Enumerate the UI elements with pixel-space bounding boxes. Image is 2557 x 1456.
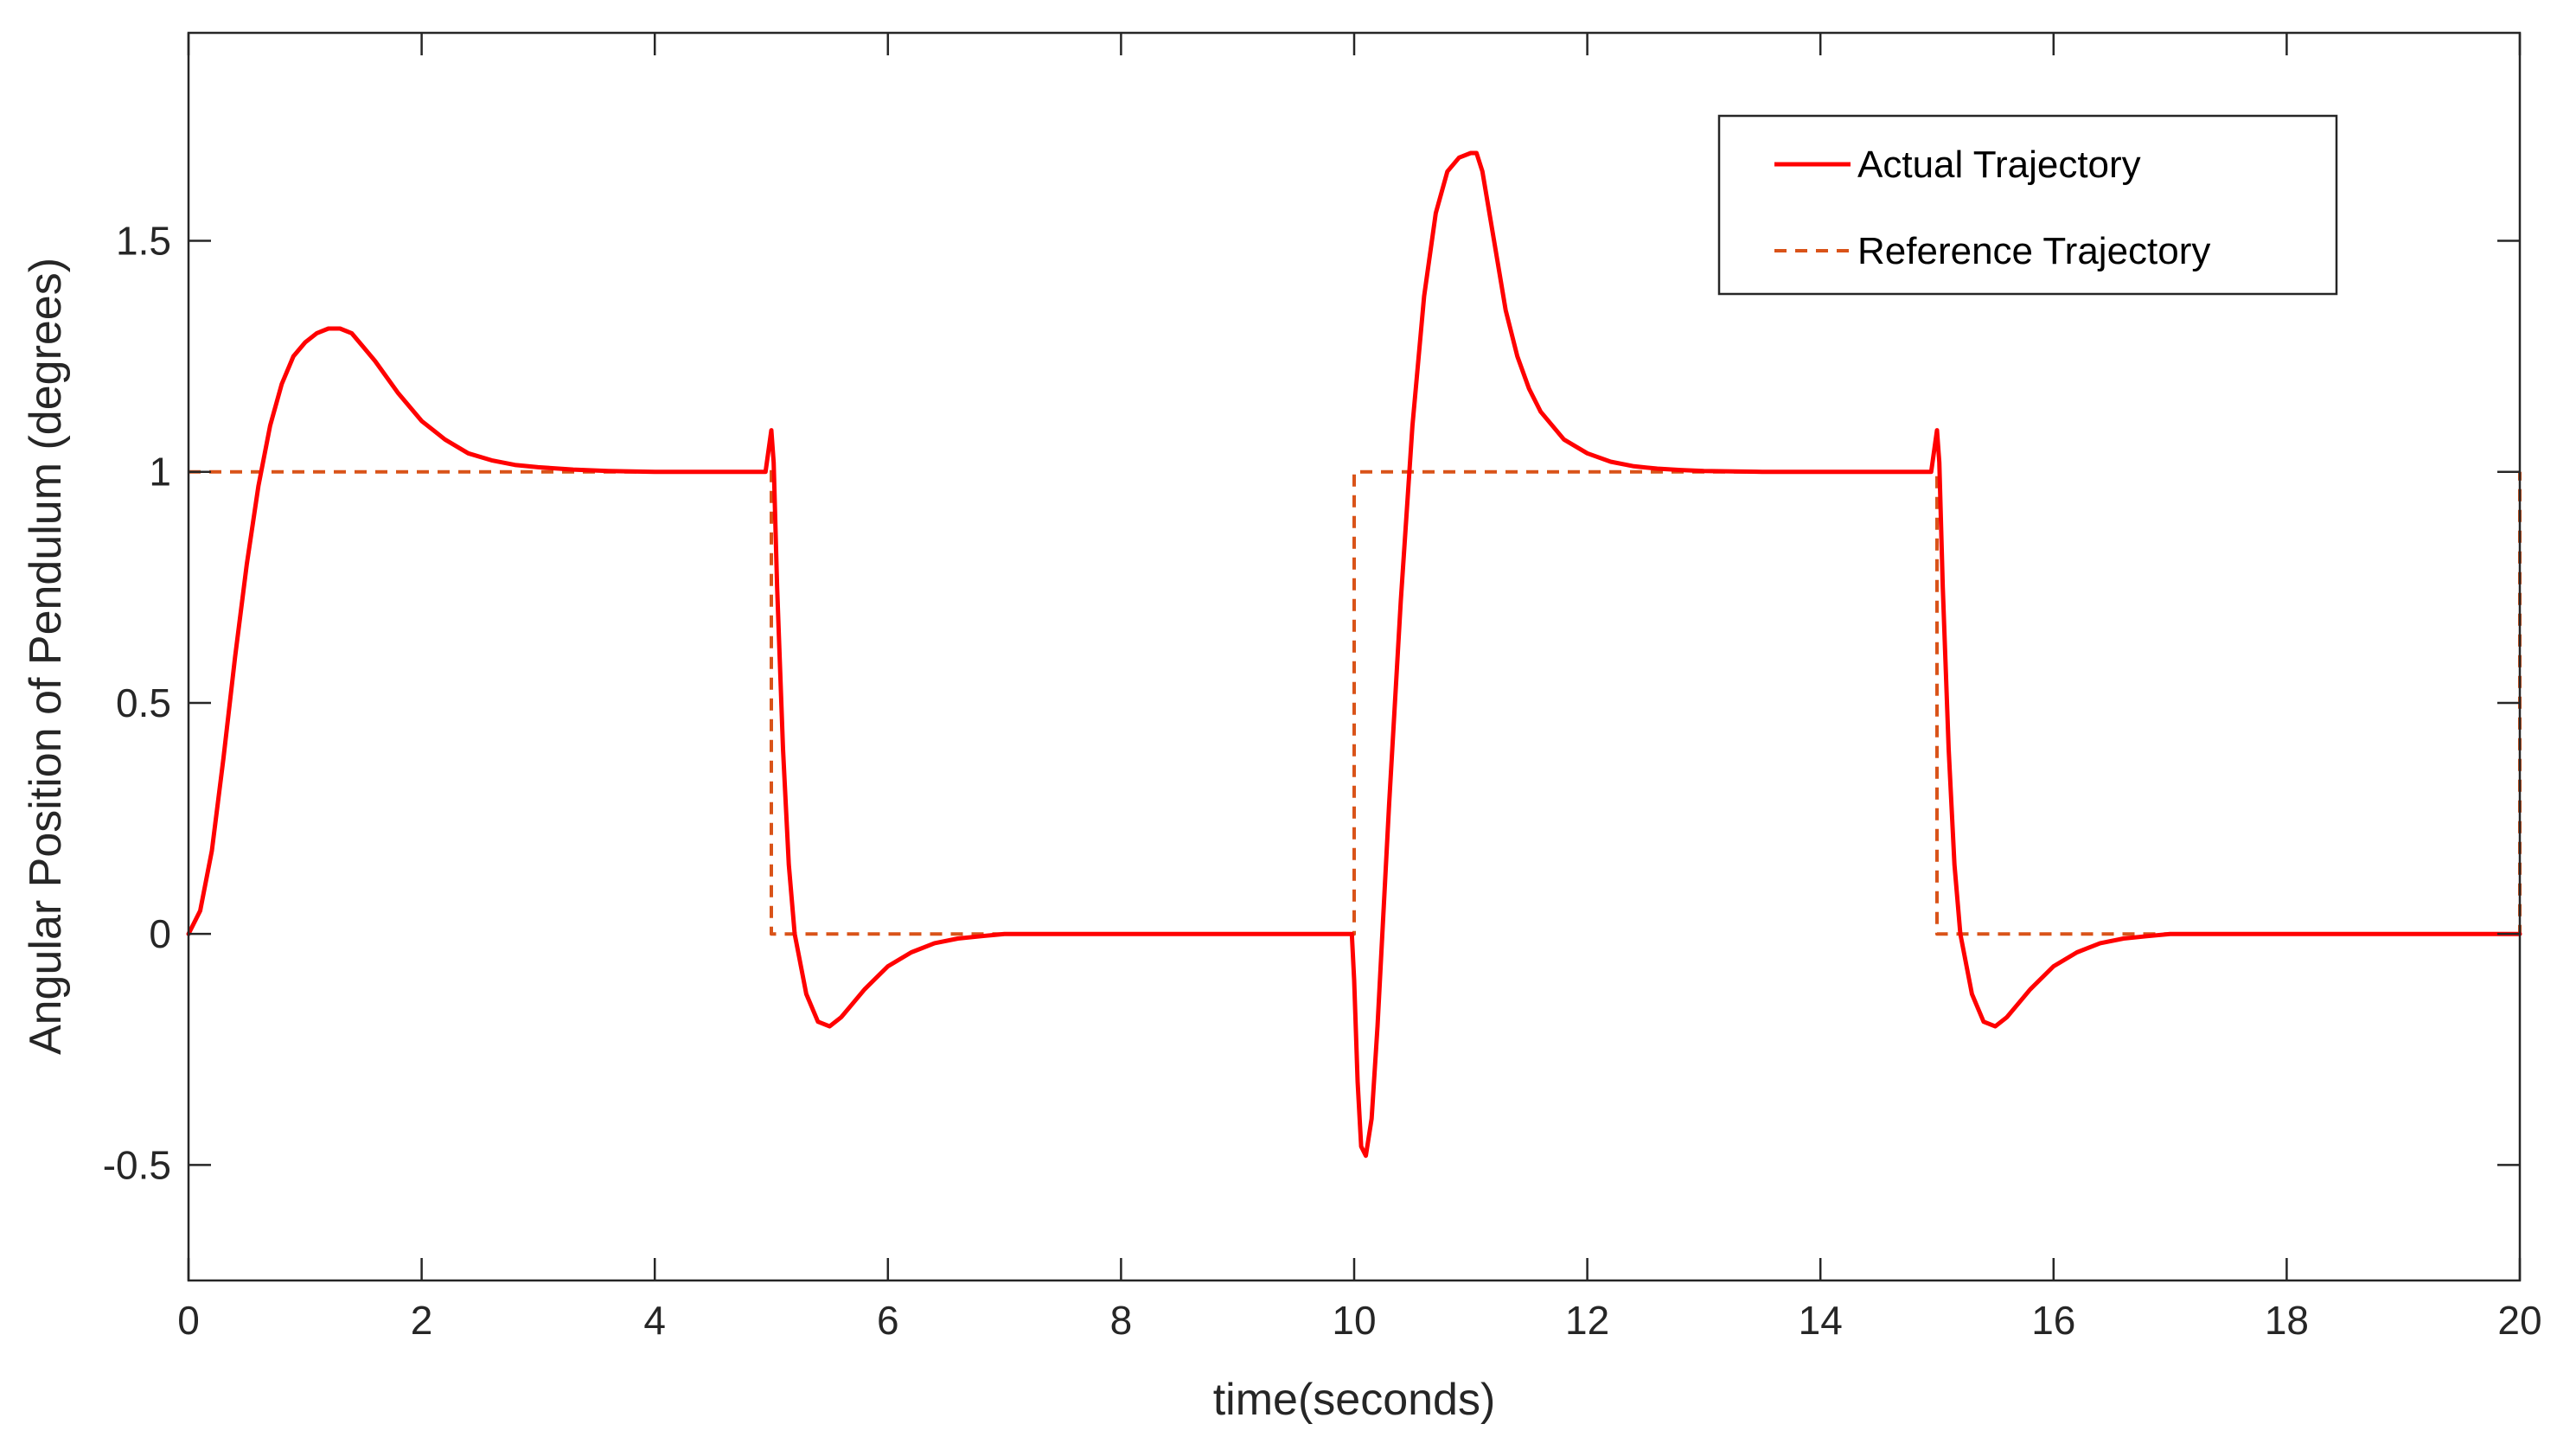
y-tick-label: -0.5	[103, 1142, 171, 1187]
x-tick-label: 16	[2031, 1298, 2075, 1343]
legend-label-reference: Reference Trajectory	[1857, 230, 2210, 272]
y-tick-label: 0	[149, 911, 171, 956]
x-tick-label: 20	[2497, 1298, 2541, 1343]
y-tick-label: 1	[149, 450, 171, 495]
x-tick-label: 8	[1110, 1298, 1133, 1343]
legend-label-actual: Actual Trajectory	[1857, 144, 2141, 186]
y-tick-label: 1.5	[116, 219, 171, 264]
series-line-reference-trajectory	[189, 469, 2522, 936]
x-tick-label: 14	[1799, 1298, 1843, 1343]
y-axis-label: Angular Position of Pendulum (degrees)	[21, 258, 71, 1055]
x-tick-label: 4	[643, 1298, 666, 1343]
x-tick-label: 10	[1332, 1298, 1376, 1343]
y-tick-label: 0.5	[116, 680, 171, 725]
legend: Actual Trajectory Reference Trajectory	[1717, 114, 2338, 296]
x-tick-label: 2	[411, 1298, 433, 1343]
x-tick-label: 18	[2265, 1298, 2309, 1343]
legend-box	[1717, 114, 2338, 296]
x-tick-label: 12	[1565, 1298, 1609, 1343]
x-axis-label: time(seconds)	[1213, 1375, 1496, 1425]
y-ticks: -0.5 0 0.5 1 1.5	[103, 219, 2520, 1187]
series-group	[186, 150, 2522, 1159]
series-line-actual-trajectory	[186, 150, 2522, 1159]
x-tick-label: 0	[177, 1298, 200, 1343]
x-tick-label: 6	[877, 1298, 899, 1343]
x-ticks: 0 2 4 6 8 10 12 14 16 18 20	[177, 33, 2542, 1343]
